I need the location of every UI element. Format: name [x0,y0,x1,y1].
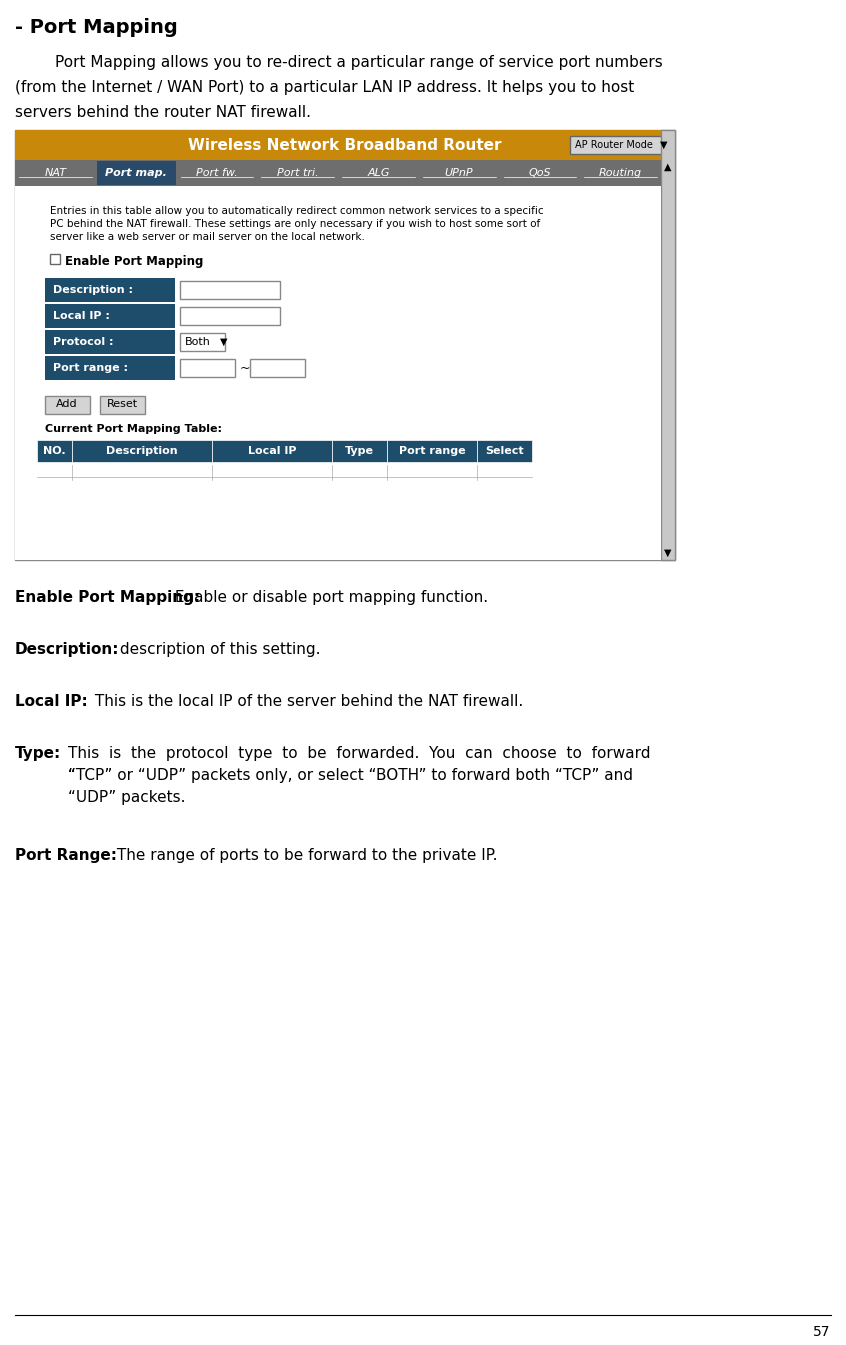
Text: Entries in this table allow you to automatically redirect common network service: Entries in this table allow you to autom… [50,206,544,217]
Text: (from the Internet / WAN Port) to a particular LAN IP address. It helps you to h: (from the Internet / WAN Port) to a part… [15,79,634,95]
Text: Port tri.: Port tri. [277,168,318,178]
Text: PC behind the NAT firewall. These settings are only necessary if you wish to hos: PC behind the NAT firewall. These settin… [50,219,541,229]
Bar [661,130,675,560]
Text: QoS: QoS [529,168,552,178]
Text: Description:: Description: [15,642,119,656]
Text: ▼: ▼ [664,547,672,558]
Bar [180,307,280,325]
Text: “UDP” packets.: “UDP” packets. [68,790,185,806]
Text: NAT: NAT [44,168,66,178]
Text: Type:: Type: [15,746,61,761]
Bar [212,440,332,461]
Text: Local IP:: Local IP: [15,694,88,709]
Bar [45,356,175,381]
Bar [72,440,212,461]
Text: server like a web server or mail server on the local network.: server like a web server or mail server … [50,231,365,242]
Text: Routing: Routing [599,168,642,178]
Text: - Port Mapping: - Port Mapping [15,17,178,38]
Text: Select: Select [486,447,524,456]
Text: The range of ports to be forward to the private IP.: The range of ports to be forward to the … [112,847,497,863]
Bar [250,359,305,377]
Text: Enable Port Mapping:: Enable Port Mapping: [15,590,201,605]
Text: ~: ~ [240,362,250,374]
Text: Current Port Mapping Table:: Current Port Mapping Table: [45,424,222,434]
Bar [570,136,670,153]
Text: Port map.: Port map. [105,168,167,178]
Text: servers behind the router NAT firewall.: servers behind the router NAT firewall. [15,105,311,120]
Text: Port range :: Port range : [53,363,128,373]
Text: Description: Description [107,447,178,456]
Text: UPnP: UPnP [445,168,474,178]
Text: ALG: ALG [367,168,390,178]
Text: This is the local IP of the server behind the NAT firewall.: This is the local IP of the server behin… [90,694,523,709]
Text: Port fw.: Port fw. [196,168,238,178]
Text: Reset: Reset [107,399,138,409]
Text: Wireless Network Broadband Router: Wireless Network Broadband Router [189,137,502,152]
Bar [45,304,175,328]
Text: ▼: ▼ [220,338,228,347]
Text: Port range: Port range [398,447,465,456]
Bar [387,440,477,461]
Bar [477,440,532,461]
Text: NO.: NO. [43,447,66,456]
Text: Enable Port Mapping: Enable Port Mapping [65,256,203,268]
Text: Protocol :: Protocol : [53,338,113,347]
Bar [180,359,235,377]
Text: Type: Type [345,447,374,456]
Text: Local IP: Local IP [248,447,296,456]
Bar [45,278,175,303]
Text: 57: 57 [812,1325,830,1340]
Bar [332,440,387,461]
Bar [96,161,175,186]
Text: ▼: ▼ [660,140,667,151]
Text: Description :: Description : [53,285,133,295]
Bar [15,160,661,186]
Bar [15,130,675,160]
Text: This  is  the  protocol  type  to  be  forwarded.  You  can  choose  to  forward: This is the protocol type to be forwarde… [68,746,651,761]
Bar [15,186,661,560]
Text: ▲: ▲ [664,161,672,172]
Text: Local IP :: Local IP : [53,311,110,321]
Text: Enable or disable port mapping function.: Enable or disable port mapping function. [170,590,488,605]
Bar [100,395,145,414]
Text: description of this setting.: description of this setting. [115,642,321,656]
Bar [50,254,60,264]
Text: Port Range:: Port Range: [15,847,117,863]
Text: Port Mapping allows you to re-direct a particular range of service port numbers: Port Mapping allows you to re-direct a p… [55,55,662,70]
Bar [45,395,90,414]
Bar [15,130,675,560]
Bar [180,281,280,299]
Bar [45,330,175,354]
Bar [180,334,225,351]
Text: “TCP” or “UDP” packets only, or select “BOTH” to forward both “TCP” and: “TCP” or “UDP” packets only, or select “… [68,768,633,783]
Text: AP Router Mode: AP Router Mode [575,140,653,151]
Text: Add: Add [56,399,78,409]
Text: Both: Both [185,338,211,347]
Bar [37,440,72,461]
Text: “: “ [68,768,76,783]
